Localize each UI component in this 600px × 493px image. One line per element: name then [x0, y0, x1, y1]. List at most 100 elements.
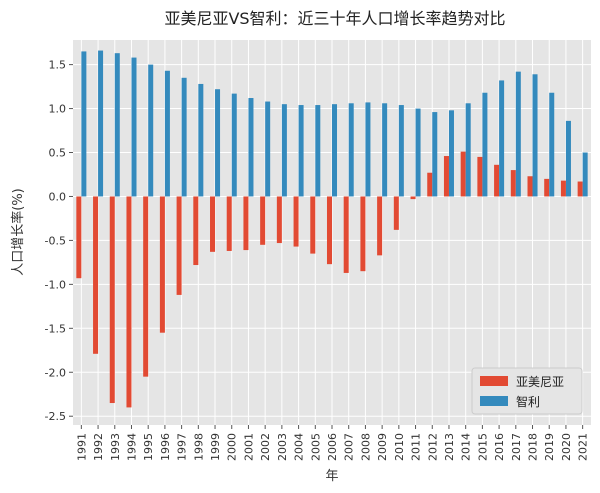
bar-chile-1998	[198, 83, 204, 197]
y-tick-label: 1.5	[49, 59, 67, 72]
bar-chile-1992	[98, 50, 104, 197]
x-tick-label: 2019	[543, 433, 556, 461]
bar-armenia-2015	[477, 156, 483, 197]
bar-chile-2006	[332, 104, 338, 197]
x-tick-label: 2008	[359, 433, 372, 461]
y-axis-label: 人口增长率(%)	[10, 188, 26, 276]
x-tick-label: 2021	[577, 433, 590, 461]
x-tick-label: 2002	[259, 433, 272, 461]
bar-armenia-2021	[577, 181, 583, 197]
x-tick-label: 2010	[393, 433, 406, 461]
bar-chile-2008	[365, 102, 371, 197]
x-tick-label: 2005	[309, 433, 322, 461]
legend-label-chile: 智利	[516, 394, 540, 409]
bar-armenia-2005	[310, 196, 316, 254]
bar-chile-2021	[582, 152, 588, 197]
bar-chile-2020	[565, 120, 571, 197]
x-tick-label: 1995	[142, 433, 155, 461]
bar-chile-2016	[499, 80, 505, 197]
bar-armenia-1999	[210, 196, 216, 252]
bar-chile-2015	[482, 92, 488, 197]
legend: 亚美尼亚 智利	[471, 367, 583, 415]
bar-chile-1991	[81, 51, 87, 197]
x-tick-label: 2016	[493, 433, 506, 461]
x-axis-label: 年	[325, 469, 338, 484]
bar-chile-2012	[432, 112, 438, 197]
bar-chile-2007	[348, 103, 354, 197]
legend-swatch-armenia	[480, 376, 508, 386]
chart-title: 亚美尼亚VS智利：近三十年人口增长率趋势对比	[164, 9, 505, 28]
x-tick-label: 2015	[476, 433, 489, 461]
bar-armenia-2013	[443, 156, 449, 197]
x-tick-label: 2013	[443, 433, 456, 461]
bar-armenia-2001	[243, 196, 249, 251]
bar-chile-2009	[382, 103, 388, 197]
bar-chile-2017	[515, 71, 521, 197]
x-tick-label: 2009	[376, 433, 389, 461]
x-tick-label: 2006	[326, 433, 339, 461]
bar-chile-1994	[131, 57, 137, 197]
bar-armenia-1997	[176, 196, 182, 295]
x-tick-label: 2018	[527, 433, 540, 461]
bar-chile-1995	[148, 64, 154, 197]
bar-armenia-2004	[293, 196, 299, 247]
bar-chile-1999	[215, 89, 221, 197]
bar-chile-2011	[415, 108, 421, 197]
x-tick-label: 1997	[176, 433, 189, 461]
bar-armenia-2014	[460, 151, 466, 197]
bar-armenia-1995	[143, 196, 149, 377]
x-tick-label: 1993	[109, 433, 122, 461]
bar-armenia-1991	[76, 196, 82, 279]
x-tick-label: 1996	[159, 433, 172, 461]
y-tick-label: -0.5	[45, 234, 66, 247]
bar-armenia-2018	[527, 176, 533, 197]
bar-chile-1997	[181, 77, 187, 197]
bar-armenia-2000	[226, 196, 232, 251]
x-tick-label: 1999	[209, 433, 222, 461]
y-tick-label: 1.0	[49, 103, 67, 116]
bar-armenia-2007	[343, 196, 349, 273]
x-axis-ticks: 1991 1992 1993 1994 1995 1996 1997 1998 1999 2000…	[75, 425, 590, 461]
bar-chile-1993	[114, 53, 120, 197]
legend-swatch-chile	[480, 396, 508, 406]
x-tick-label: 2011	[410, 433, 423, 461]
x-tick-label: 2004	[293, 433, 306, 461]
legend-label-armenia: 亚美尼亚	[516, 375, 564, 389]
bar-armenia-2006	[326, 196, 332, 265]
bar-chile-2013	[448, 110, 454, 197]
bar-chile-2014	[465, 103, 471, 197]
x-tick-label: 2003	[276, 433, 289, 461]
bar-armenia-1996	[159, 196, 165, 333]
y-axis-ticks: -2.5 -2.0 -1.5 -1.0 -0.5 0.0 0.5 1.0 1.5	[45, 59, 73, 423]
x-tick-label: 2020	[560, 433, 573, 461]
bar-armenia-2009	[377, 196, 383, 256]
bar-chile-2002	[265, 101, 271, 197]
bars	[76, 50, 588, 408]
bar-armenia-2016	[494, 164, 500, 197]
y-tick-label: 0.0	[49, 190, 67, 203]
bar-chile-2003	[281, 104, 287, 197]
x-tick-label: 1991	[75, 433, 88, 461]
bar-armenia-2010	[393, 196, 399, 230]
bar-armenia-1993	[109, 196, 115, 404]
bar-armenia-2011	[410, 196, 416, 200]
y-tick-label: 0.5	[49, 147, 67, 160]
x-tick-label: 2007	[343, 433, 356, 461]
x-tick-label: 2014	[460, 433, 473, 461]
bar-armenia-1994	[126, 196, 132, 408]
bar-chile-2004	[298, 105, 304, 197]
bar-armenia-2017	[510, 170, 516, 197]
bar-armenia-2002	[260, 196, 266, 245]
x-tick-label: 2000	[226, 433, 239, 461]
bar-chile-2001	[248, 98, 254, 197]
y-tick-label: -1.0	[45, 278, 66, 291]
y-tick-label: -2.5	[45, 410, 66, 423]
x-tick-label: 2001	[242, 433, 255, 461]
bar-chile-1996	[164, 70, 170, 197]
x-tick-label: 1992	[92, 433, 105, 461]
y-tick-label: -2.0	[45, 366, 66, 379]
bar-chile-2000	[231, 93, 237, 197]
x-tick-label: 2017	[510, 433, 523, 461]
bar-chile-2018	[532, 74, 538, 197]
